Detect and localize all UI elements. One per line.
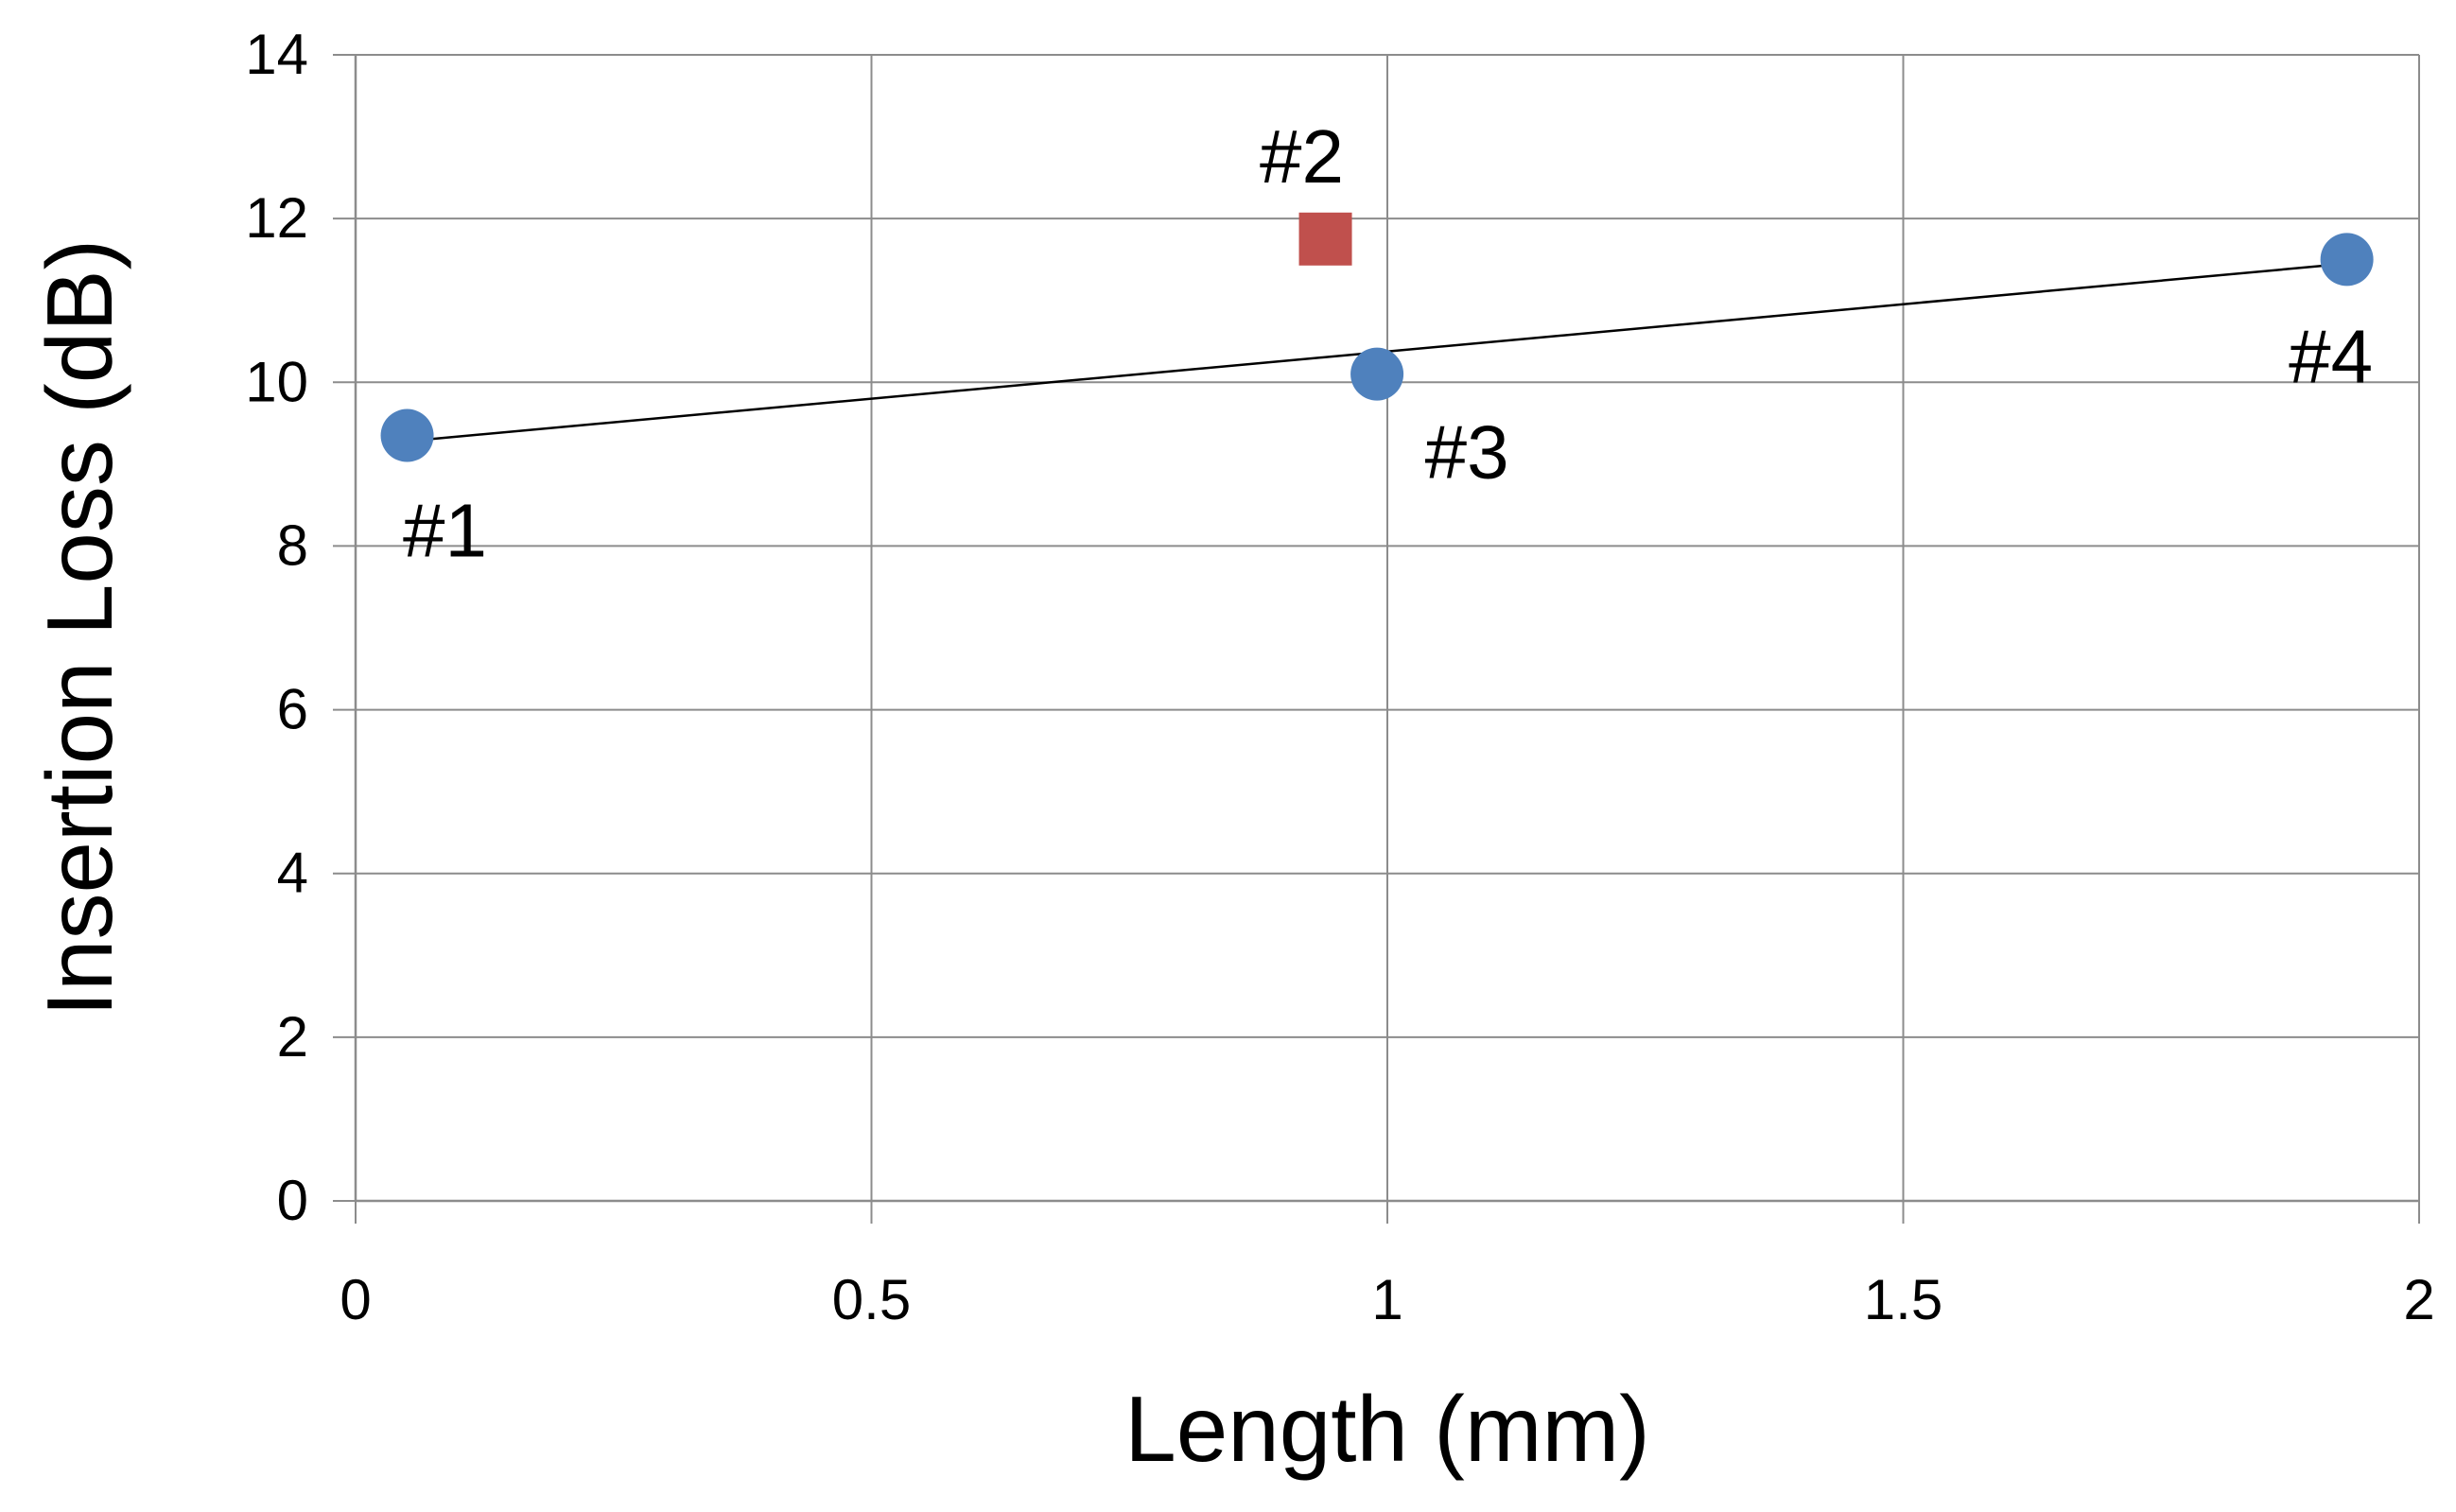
data-points: [380, 212, 2374, 462]
y-tick-labels: 0 2 4 6 8 10 12 14: [245, 23, 308, 1232]
data-point-label: #4: [2289, 314, 2373, 398]
data-point-label: #1: [403, 489, 487, 573]
data-point-square: [1298, 212, 1352, 266]
y-tick-label: 12: [245, 186, 308, 250]
x-tick-label: 2: [2403, 1268, 2434, 1331]
grid-lines: [355, 54, 2420, 1202]
data-point-label: #2: [1260, 114, 1344, 199]
axes: [333, 54, 2420, 1224]
y-tick-label: 10: [245, 350, 308, 413]
y-tick-label: 14: [245, 23, 308, 86]
y-tick-label: 6: [277, 678, 308, 741]
data-point-circle: [380, 408, 434, 462]
x-tick-label: 1.5: [1864, 1268, 1942, 1331]
data-point-label: #3: [1425, 410, 1509, 495]
y-tick-label: 8: [277, 513, 308, 577]
point-labels: #1 #3 #4 #2: [403, 114, 2373, 573]
x-tick-label: 1: [1371, 1268, 1402, 1331]
x-tick-label: 0.5: [832, 1268, 911, 1331]
x-axis-title: Length (mm): [1124, 1377, 1650, 1481]
x-tick-label: 0: [340, 1268, 371, 1331]
y-axis-title: Insertion Loss (dB): [27, 239, 131, 1017]
y-tick-label: 0: [277, 1169, 308, 1232]
x-tick-labels: 0 0.5 1 1.5 2: [340, 1268, 2434, 1331]
y-tick-label: 2: [277, 1005, 308, 1069]
data-point-circle: [2320, 233, 2374, 287]
data-point-circle: [1350, 347, 1404, 401]
y-tick-label: 4: [277, 842, 308, 905]
